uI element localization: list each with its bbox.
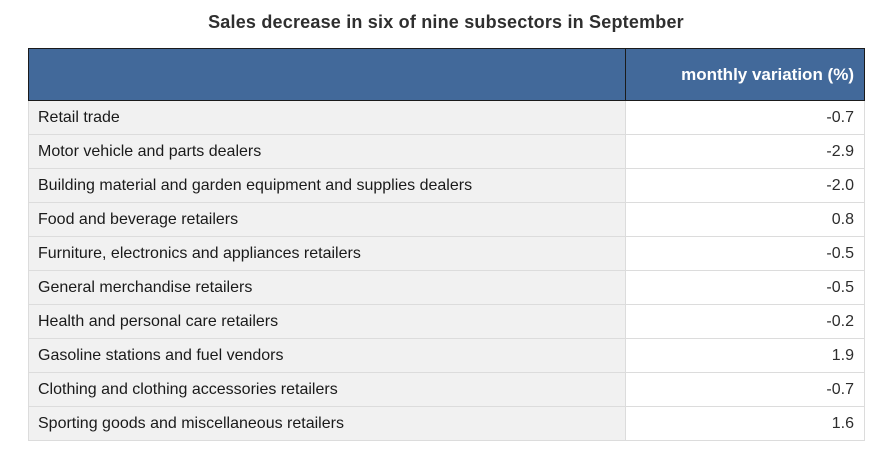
monthly-variation-value-cell: 0.8 xyxy=(625,202,865,237)
table-row: Retail trade -0.7 xyxy=(28,100,865,135)
table-row: Sporting goods and miscellaneous retaile… xyxy=(28,406,865,441)
subsector-label-cell: Clothing and clothing accessories retail… xyxy=(28,372,626,407)
header-subsector-column xyxy=(28,48,626,101)
monthly-variation-table: monthly variation (%) Retail trade -0.7 … xyxy=(28,48,865,441)
subsector-label-cell: Building material and garden equipment a… xyxy=(28,168,626,203)
monthly-variation-value-cell: 1.9 xyxy=(625,338,865,373)
table-header-row: monthly variation (%) xyxy=(28,48,865,101)
monthly-variation-value-cell: -0.7 xyxy=(625,100,865,135)
table-header: monthly variation (%) xyxy=(28,48,865,101)
subsector-label-cell: Gasoline stations and fuel vendors xyxy=(28,338,626,373)
monthly-variation-value-cell: -0.2 xyxy=(625,304,865,339)
monthly-variation-value-cell: -2.0 xyxy=(625,168,865,203)
subsector-label-cell: Sporting goods and miscellaneous retaile… xyxy=(28,406,626,441)
table-row: Health and personal care retailers -0.2 xyxy=(28,304,865,339)
header-monthly-variation-column: monthly variation (%) xyxy=(625,48,865,101)
page-title: Sales decrease in six of nine subsectors… xyxy=(208,12,684,32)
monthly-variation-value-cell: -2.9 xyxy=(625,134,865,169)
subsector-label-cell: General merchandise retailers xyxy=(28,270,626,305)
table-row: Motor vehicle and parts dealers -2.9 xyxy=(28,134,865,169)
table-row: General merchandise retailers -0.5 xyxy=(28,270,865,305)
monthly-variation-value-cell: 1.6 xyxy=(625,406,865,441)
subsector-label-cell: Furniture, electronics and appliances re… xyxy=(28,236,626,271)
monthly-variation-value-cell: -0.5 xyxy=(625,236,865,271)
monthly-variation-value-cell: -0.7 xyxy=(625,372,865,407)
monthly-variation-value-cell: -0.5 xyxy=(625,270,865,305)
table-row: Food and beverage retailers 0.8 xyxy=(28,202,865,237)
subsector-label-cell: Retail trade xyxy=(28,100,626,135)
table-row: Gasoline stations and fuel vendors 1.9 xyxy=(28,338,865,373)
table-row: Furniture, electronics and appliances re… xyxy=(28,236,865,271)
subsector-label-cell: Food and beverage retailers xyxy=(28,202,626,237)
table-row: Building material and garden equipment a… xyxy=(28,168,865,203)
subsector-label-cell: Health and personal care retailers xyxy=(28,304,626,339)
table-body: Retail trade -0.7 Motor vehicle and part… xyxy=(28,100,865,441)
subsector-label-cell: Motor vehicle and parts dealers xyxy=(28,134,626,169)
table-row: Clothing and clothing accessories retail… xyxy=(28,372,865,407)
